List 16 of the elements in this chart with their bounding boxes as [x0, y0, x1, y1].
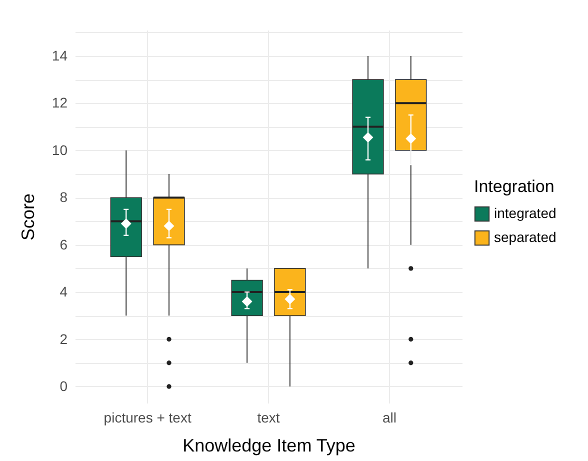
y-tick-label: 6	[60, 236, 68, 252]
x-tick-label: text	[257, 410, 280, 426]
y-axis-title: Score	[18, 193, 38, 241]
y-tick-label: 4	[60, 284, 68, 300]
legend-title: Integration	[474, 177, 554, 196]
x-tick-label: pictures + text	[104, 410, 192, 426]
y-tick-label: 0	[60, 378, 68, 394]
y-tick-label: 10	[52, 142, 68, 158]
y-tick-label: 2	[60, 330, 68, 347]
y-tick-label: 14	[52, 47, 68, 64]
legend-label: integrated	[494, 205, 556, 221]
x-axis-title: Knowledge Item Type	[182, 436, 356, 456]
legend-label: separated	[494, 229, 556, 245]
y-tick-label: 8	[60, 189, 68, 206]
x-tick-label: all	[382, 410, 396, 426]
y-tick-label: 12	[52, 94, 68, 111]
